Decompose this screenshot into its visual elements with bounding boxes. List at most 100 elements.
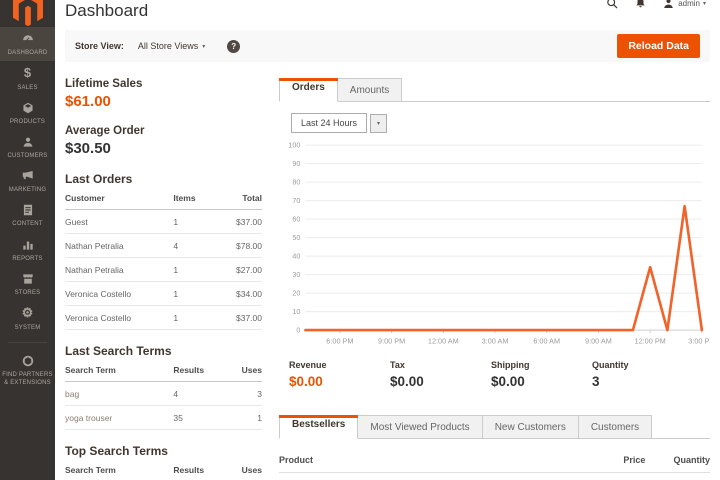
sidebar-item-marketing[interactable]: Marketing: [0, 164, 55, 198]
svg-text:50: 50: [292, 234, 300, 242]
tab-customers[interactable]: Customers: [578, 415, 653, 440]
cell: 1: [173, 209, 223, 234]
table-row: Nathan Petralia 4 $78.00: [65, 233, 262, 258]
extensions-icon: [22, 355, 33, 367]
tab-amounts[interactable]: Amounts: [337, 78, 403, 102]
range-caret-button[interactable]: ▾: [370, 113, 388, 133]
cell: 4: [173, 233, 223, 258]
svg-text:90: 90: [292, 160, 300, 168]
column-header: Search Term: [65, 460, 174, 480]
cell: $27.00: [222, 257, 262, 282]
sidebar-item-content[interactable]: Content: [0, 198, 55, 232]
gear-icon: ⚙: [21, 304, 34, 320]
cell: 1: [173, 281, 223, 306]
sidebar: Dashboard $ Sales Products Customers Mar…: [0, 0, 55, 480]
magento-logo-icon: [12, 0, 43, 27]
total-label: Shipping: [491, 360, 530, 371]
bestsellers-table: Product Price Quantity: [279, 448, 710, 474]
sidebar-item-label: Content: [12, 221, 43, 228]
magento-logo[interactable]: [0, 0, 55, 27]
table-header-row: Search Term Results Uses: [65, 360, 262, 382]
sidebar-item-label: Reports: [12, 255, 43, 262]
svg-text:10: 10: [292, 308, 300, 316]
cell: Guest: [65, 209, 174, 234]
sidebar-divider: [8, 341, 47, 343]
tab-most-viewed-products[interactable]: Most Viewed Products: [358, 415, 483, 440]
total-value: $0.00: [390, 374, 424, 390]
person-icon: [23, 137, 32, 147]
sidebar-item-label: Find Partners & Extensions: [2, 371, 53, 386]
total-label: Tax: [390, 360, 405, 371]
lifetime-sales-kpi: Lifetime Sales $61.00: [65, 78, 262, 110]
svg-text:12:00 PM: 12:00 PM: [635, 336, 666, 345]
bar-chart-icon: [22, 241, 33, 250]
cell[interactable]: bag: [65, 381, 174, 406]
admin-menu[interactable]: admin ▾: [662, 0, 706, 10]
last-search-terms-table: Search Term Results Uses bag 4 3 yoga trouser 3…: [65, 360, 262, 430]
sidebar-item-system[interactable]: ⚙ System: [0, 301, 55, 336]
user-icon: [664, 0, 673, 9]
kpi-value: $30.50: [65, 140, 111, 157]
column-header: Results: [173, 360, 223, 382]
sidebar-item-stores[interactable]: Stores: [0, 267, 55, 301]
tab-orders[interactable]: Orders: [279, 78, 338, 102]
total-quantity: Quantity 3: [592, 360, 693, 389]
chevron-down-icon: ▾: [377, 120, 381, 127]
chart-totals: Revenue $0.00 Tax $0.00 Shipping $0.00 Q…: [289, 360, 710, 389]
cell: $37.00: [222, 209, 262, 234]
column-header: Items: [173, 188, 223, 210]
reload-data-button[interactable]: Reload Data: [617, 34, 700, 58]
storefront-icon: [22, 273, 33, 284]
table-row: bag 4 3: [65, 381, 262, 406]
sidebar-item-sales[interactable]: $ Sales: [0, 61, 55, 96]
table-header-row: Search Term Results Uses: [65, 460, 262, 480]
bell-icon[interactable]: [634, 0, 647, 10]
dollar-icon: $: [23, 65, 32, 81]
chart-tabs: Orders Amounts: [279, 78, 710, 102]
svg-text:80: 80: [292, 179, 300, 187]
range-select[interactable]: Last 24 Hours: [291, 113, 368, 133]
column-header: Customer: [65, 188, 174, 210]
svg-text:12:00 AM: 12:00 AM: [428, 336, 459, 345]
cell: $34.00: [222, 281, 262, 306]
document-icon: [23, 205, 32, 216]
sidebar-item-customers[interactable]: Customers: [0, 130, 55, 164]
sidebar-item-label: Customers: [7, 153, 48, 160]
search-icon[interactable]: [606, 0, 619, 10]
sidebar-item-products[interactable]: Products: [0, 96, 55, 130]
sidebar-item-reports[interactable]: Reports: [0, 233, 55, 267]
svg-text:100: 100: [288, 142, 300, 150]
cell: $37.00: [222, 305, 262, 330]
total-revenue: Revenue $0.00: [289, 360, 390, 389]
table-header-row: Customer Items Total: [65, 188, 262, 210]
svg-text:20: 20: [292, 290, 300, 298]
sidebar-item-dashboard[interactable]: Dashboard: [0, 27, 55, 62]
reports-card: Bestsellers Most Viewed Products New Cus…: [279, 415, 710, 474]
tab-new-customers[interactable]: New Customers: [482, 415, 579, 440]
sidebar-item-label: Stores: [14, 289, 41, 296]
tab-bestsellers[interactable]: Bestsellers: [279, 415, 359, 440]
table-header-row: Product Price Quantity: [279, 448, 710, 474]
cell: Nathan Petralia: [65, 257, 174, 282]
svg-text:9:00 PM: 9:00 PM: [378, 336, 405, 345]
average-order-kpi: Average Order $30.50: [65, 125, 262, 157]
cube-icon: [22, 102, 33, 114]
sidebar-item-label: Marketing: [8, 187, 47, 194]
total-label: Quantity: [592, 360, 629, 371]
cell: Veronica Costello: [65, 305, 174, 330]
table-row: Nathan Petralia 1 $27.00: [65, 257, 262, 282]
total-shipping: Shipping $0.00: [491, 360, 592, 389]
store-view-switcher[interactable]: All Store Views ▾: [138, 41, 205, 51]
reports-tabs: Bestsellers Most Viewed Products New Cus…: [279, 415, 710, 440]
right-column: Orders Amounts Last 24 Hours ▾ 0 10 20 30 40…: [279, 78, 715, 480]
column-header: Results: [173, 460, 223, 480]
help-icon[interactable]: ?: [227, 39, 241, 53]
total-value: 3: [592, 374, 600, 390]
svg-text:70: 70: [292, 197, 300, 205]
column-header: Price: [580, 448, 646, 474]
cell[interactable]: yoga trouser: [65, 405, 174, 430]
sidebar-item-find-partners[interactable]: Find Partners & Extensions: [0, 349, 55, 391]
sidebar-item-label: Sales: [17, 85, 38, 92]
table-row: Veronica Costello 1 $34.00: [65, 281, 262, 306]
